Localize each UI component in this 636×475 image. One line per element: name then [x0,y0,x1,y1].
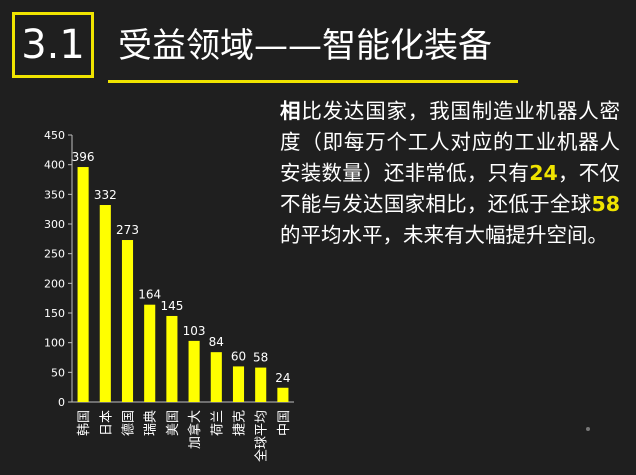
y-tick-label: 50 [51,366,65,379]
bar [166,315,178,402]
data-label: 84 [209,335,224,349]
y-tick-label: 0 [58,396,65,409]
category-label: 中国 [277,410,292,436]
y-tick-label: 350 [44,188,65,201]
bar [99,205,111,402]
data-label: 58 [253,351,268,365]
data-label: 103 [183,324,206,338]
category-label: 美国 [166,410,181,436]
bar [77,167,89,402]
category-label: 荷兰 [210,410,225,436]
data-label: 145 [160,299,183,313]
decorative-dot [586,427,590,431]
y-tick-label: 200 [44,277,65,290]
data-label: 332 [94,188,117,202]
bar-chart: 0 50 100 150 200 250 300 350 400 450 396 韩国 332 日本 273… [44,129,294,462]
section-number: 3.1 [12,12,94,78]
y-tick-label: 400 [44,159,65,172]
slide-title: 受益领域——智能化装备 [118,26,492,66]
category-label: 全球平均 [254,410,270,462]
body-text-segment: 比发达国家，我国制造业机器人密度（即每万个工人对应的工业机器人安装数量）还非常低… [280,99,621,185]
category-label: 德国 [122,410,137,436]
body-paragraph: 相比发达国家，我国制造业机器人密度（即每万个工人对应的工业机器人安装数量）还非常… [280,96,620,251]
category-label: 瑞典 [144,410,159,436]
data-label: 164 [138,288,161,302]
data-label: 24 [275,371,290,385]
bar [121,240,134,402]
bar [232,366,245,402]
title-underline [108,80,518,83]
category-label: 捷克 [233,410,248,436]
body-text-segment: ，不仅不能与发达国家相比，还低于全球 [280,161,621,216]
category-label: 加拿大 [187,410,203,449]
data-label: 273 [116,223,139,237]
category-label: 日本 [99,410,114,436]
y-tick-label: 150 [44,307,65,320]
bar [255,367,267,402]
y-tick-label: 250 [44,248,65,261]
bar [144,304,156,402]
body-text-segment: 相 [280,99,302,123]
body-text-segment: 的平均水平，未来有大幅提升空间。 [280,223,608,247]
y-tick-label: 300 [44,218,65,231]
bar [188,340,200,402]
category-label: 韩国 [77,410,92,436]
data-label: 60 [231,349,246,363]
y-tick-label: 450 [44,129,65,142]
highlight-number: 58 [591,192,620,216]
bar [277,387,289,402]
highlight-number: 24 [529,161,558,185]
data-label: 396 [72,150,95,164]
bar [210,352,222,402]
y-tick-label: 100 [44,337,65,350]
